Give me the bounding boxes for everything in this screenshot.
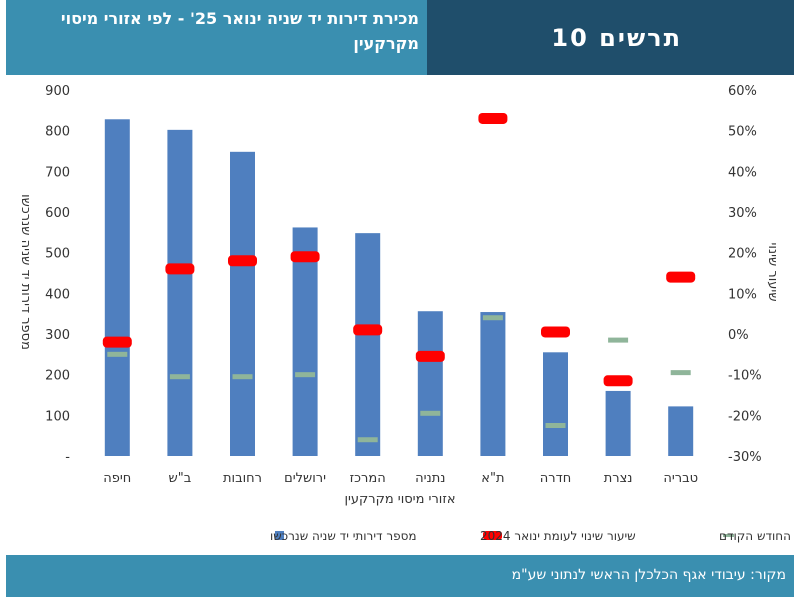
y2-tick-label: 20% [728, 247, 757, 262]
bar-4 [355, 233, 381, 456]
y-tick-label: 100 [45, 409, 70, 424]
legend-swatch-square [275, 531, 284, 540]
yoy-marker-8 [603, 375, 633, 387]
bar-9 [668, 406, 694, 456]
y2-tick-label: 50% [728, 125, 757, 140]
bar-8 [605, 390, 631, 456]
prev-month-marker-5 [420, 410, 441, 416]
y2-tick-label: -10% [728, 369, 762, 384]
bar-7 [543, 352, 568, 456]
yoy-marker-9 [666, 271, 696, 283]
footer-panel: מקור: עיבודי אגף הכלכלן הראשי לנתוני שע"… [6, 555, 794, 597]
yoy-marker-4 [353, 324, 383, 336]
bar-5 [417, 311, 443, 456]
legend-swatch-pill [483, 531, 502, 540]
x-tick-label: חדרה [540, 471, 571, 486]
x-tick-label: ירושלים [284, 471, 326, 486]
yoy-marker-1 [165, 263, 195, 275]
chart-area: - 100 200 300 400 500 600 700 800 900 -30% -20% -10… [18, 84, 794, 543]
prev-month-marker-9 [670, 370, 691, 376]
x-tick-label: טבריה [663, 471, 698, 486]
yoy-marker-0 [102, 336, 132, 348]
legend: שיעור שינוי לעומת החודש הקודם שיעור שינוי… [270, 529, 794, 543]
yoy-marker-5 [415, 350, 445, 362]
y-tick-label: - [65, 450, 70, 465]
yoy-marker-6 [478, 112, 508, 124]
y-tick-label: 400 [45, 287, 70, 302]
y2-tick-label: -30% [728, 450, 762, 465]
y-tick-label: 500 [45, 247, 70, 262]
y2-tick-label: 0% [728, 328, 749, 343]
legend-label: מספר דירותי יד שניה שנרכשו [270, 529, 417, 543]
y-tick-label: 800 [45, 125, 70, 140]
y-axis-label: מספר דירות יד שניה שנרכשו [18, 194, 33, 350]
y2-tick-label: 60% [728, 84, 757, 99]
y2-axis-label: שיעור שינוי [765, 242, 780, 301]
x-tick-label: נתניה [415, 471, 445, 486]
header-title-panel: תרשים 10 [427, 0, 794, 75]
prev-month-marker-2 [232, 374, 253, 380]
bar-0 [104, 119, 130, 456]
y2-tick-label: 30% [728, 206, 757, 221]
prev-month-marker-6 [482, 315, 503, 321]
x-tick-label: ת"א [481, 471, 504, 486]
yoy-marker-7 [541, 326, 570, 338]
y-tick-label: 700 [45, 165, 70, 180]
header-subtitle-panel: מכירת דירות יד שניה ינואר 25' - לפי אזור… [6, 0, 427, 75]
y2-tick-label: -20% [728, 409, 762, 424]
bar-1 [167, 129, 193, 456]
prev-month-marker-1 [169, 374, 190, 380]
x-tick-label: המרכז [350, 471, 386, 486]
prev-month-marker-8 [608, 337, 629, 343]
bar-2 [230, 151, 255, 456]
y2-tick-label: 10% [728, 287, 757, 302]
legend-label: שיעור שינוי לעומת ינואר 2024 [480, 529, 636, 543]
x-tick-label: ב"ש [169, 471, 192, 486]
prev-month-marker-3 [295, 372, 316, 378]
y-tick-label: 600 [45, 206, 70, 221]
yoy-marker-2 [228, 255, 257, 267]
legend-swatch-line [723, 534, 734, 537]
y2-tick-label: 40% [728, 165, 757, 180]
y-tick-label: 900 [45, 84, 70, 99]
x-tick-label: רחובות [223, 471, 262, 486]
yoy-marker-3 [290, 251, 320, 263]
bar-6 [480, 312, 506, 456]
legend-label: שיעור שינוי לעומת החודש הקודם [719, 529, 794, 543]
chart-title: תרשים 10 [551, 24, 682, 52]
prev-month-marker-0 [107, 351, 128, 357]
x-tick-label: חיפה [103, 471, 131, 486]
prev-month-marker-7 [545, 423, 566, 428]
y-tick-label: 200 [45, 369, 70, 384]
prev-month-marker-4 [357, 437, 378, 443]
source-note: מקור: עיבודי אגף הכלכלן הראשי לנתוני שע"… [511, 567, 786, 583]
x-axis-label: אזורי מיסוי מקרקעין [344, 492, 455, 507]
bar-3 [292, 227, 318, 456]
chart-subtitle: מכירת דירות יד שניה ינואר 25' - לפי אזור… [60, 9, 419, 53]
x-tick-label: נצרת [604, 471, 633, 486]
y-tick-label: 300 [45, 328, 70, 343]
